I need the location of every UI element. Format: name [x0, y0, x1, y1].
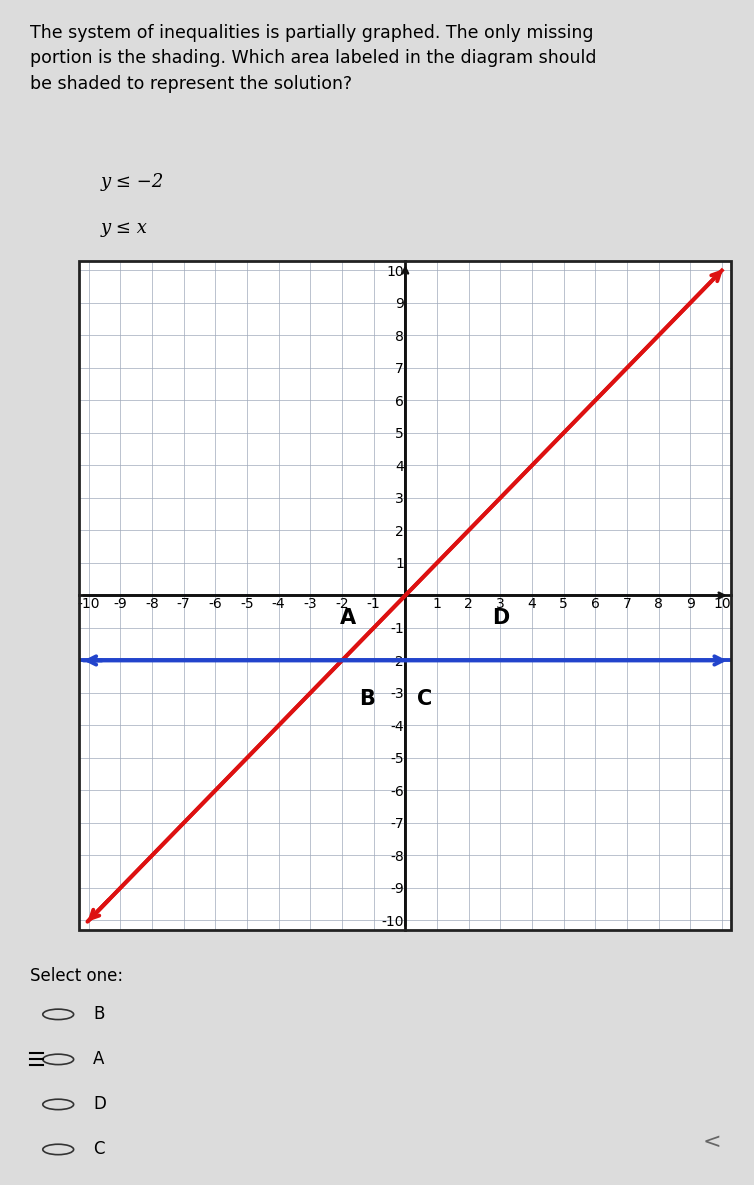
- Text: C: C: [93, 1140, 105, 1159]
- Text: A: A: [340, 608, 357, 628]
- Text: B: B: [360, 690, 375, 710]
- Text: y ≤ x: y ≤ x: [100, 218, 147, 237]
- Text: <: <: [702, 1133, 721, 1152]
- Text: Select one:: Select one:: [30, 967, 124, 985]
- Text: The system of inequalities is partially graphed. The only missing
portion is the: The system of inequalities is partially …: [30, 24, 596, 94]
- Text: C: C: [417, 690, 432, 710]
- Text: A: A: [93, 1050, 105, 1069]
- Text: D: D: [93, 1095, 106, 1114]
- Text: B: B: [93, 1005, 105, 1024]
- Text: D: D: [492, 608, 509, 628]
- Text: y ≤ −2: y ≤ −2: [100, 173, 164, 191]
